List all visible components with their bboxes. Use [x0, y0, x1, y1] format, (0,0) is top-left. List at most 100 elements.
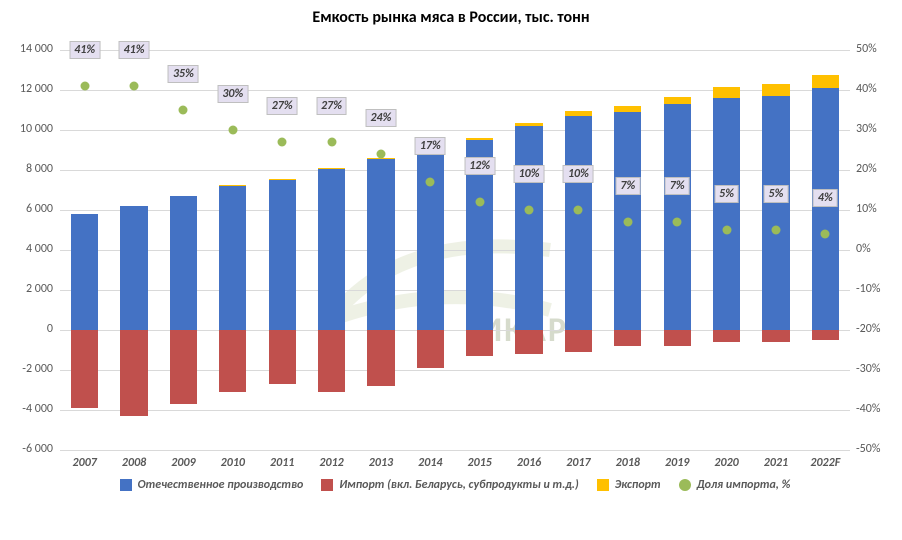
marker-import-share	[426, 178, 435, 187]
label-import-share: 41%	[119, 41, 150, 59]
bar-domestic	[269, 180, 296, 330]
y-right-tick: 10%	[856, 202, 877, 216]
bar-import	[219, 330, 246, 392]
bar-import	[170, 330, 197, 404]
bar-import	[565, 330, 592, 352]
label-import-share: 10%	[514, 165, 545, 183]
bar-import	[713, 330, 740, 342]
y-right-tick: 40%	[856, 82, 877, 96]
y-left-tick: 12 000	[5, 82, 53, 96]
label-import-share: 27%	[267, 97, 298, 115]
bar-domestic	[71, 214, 98, 330]
legend-label: Экспорт	[615, 478, 661, 492]
label-import-share: 30%	[217, 85, 248, 103]
x-tick: 2020	[714, 456, 738, 470]
x-tick: 2014	[418, 456, 442, 470]
y-right-tick: -30%	[856, 362, 880, 376]
y-right-tick: -20%	[856, 322, 880, 336]
bar-export	[664, 97, 691, 104]
bar-export	[219, 185, 246, 186]
marker-import-share	[130, 82, 139, 91]
y-left-tick: 4 000	[5, 242, 53, 256]
y-left-tick: -6 000	[5, 442, 53, 456]
bar-domestic	[219, 186, 246, 330]
y-left-tick: 0	[5, 322, 53, 336]
bar-export	[466, 138, 493, 140]
bar-export	[318, 168, 345, 169]
legend-label: Импорт (вкл. Беларусь, субпродукты и т.д…	[339, 478, 578, 492]
label-import-share: 7%	[615, 177, 640, 195]
grid-line	[60, 450, 850, 451]
bar-import	[269, 330, 296, 384]
label-import-share: 4%	[813, 189, 838, 207]
bar-import	[614, 330, 641, 346]
y-right-tick: 30%	[856, 122, 877, 136]
marker-import-share	[80, 82, 89, 91]
bar-import	[120, 330, 147, 416]
marker-import-share	[722, 226, 731, 235]
legend-swatch	[597, 479, 609, 491]
legend-item-domestic: Отечественное производство	[120, 478, 304, 492]
y-left-tick: -2 000	[5, 362, 53, 376]
label-import-share: 41%	[69, 41, 100, 59]
label-import-share: 35%	[168, 65, 199, 83]
x-tick: 2007	[73, 456, 97, 470]
plot-area: ИКАР 41%41%35%30%27%27%24%17%12%10%10%7%…	[60, 50, 850, 450]
bar-import	[664, 330, 691, 346]
y-right-tick: -10%	[856, 282, 880, 296]
y-right-tick: -40%	[856, 402, 880, 416]
x-tick: 2019	[665, 456, 689, 470]
marker-import-share	[327, 138, 336, 147]
x-tick: 2018	[616, 456, 640, 470]
grid-line	[60, 410, 850, 411]
y-left-tick: 2 000	[5, 282, 53, 296]
marker-import-share	[771, 226, 780, 235]
marker-import-share	[673, 218, 682, 227]
y-right-tick: 20%	[856, 162, 877, 176]
x-tick: 2017	[566, 456, 590, 470]
bar-import	[515, 330, 542, 354]
legend-item-export: Экспорт	[597, 478, 661, 492]
x-tick: 2008	[122, 456, 146, 470]
bar-export	[713, 87, 740, 98]
marker-import-share	[475, 198, 484, 207]
label-import-share: 27%	[316, 97, 347, 115]
x-tick: 2016	[517, 456, 541, 470]
label-import-share: 24%	[365, 109, 396, 127]
marker-import-share	[623, 218, 632, 227]
bar-export	[565, 111, 592, 116]
x-tick: 2013	[369, 456, 393, 470]
y-left-tick: 8 000	[5, 162, 53, 176]
bar-domestic	[515, 126, 542, 330]
bar-domestic	[170, 196, 197, 330]
legend-swatch	[120, 479, 132, 491]
legend-swatch	[321, 479, 333, 491]
bar-import	[762, 330, 789, 342]
bar-import	[812, 330, 839, 340]
y-left-tick: -4 000	[5, 402, 53, 416]
marker-import-share	[821, 230, 830, 239]
bar-export	[614, 106, 641, 112]
marker-import-share	[525, 206, 534, 215]
bar-export	[515, 123, 542, 126]
bar-domestic	[762, 96, 789, 330]
y-right-tick: -50%	[856, 442, 880, 456]
chart-container: Емкость рынка мяса в России, тыс. тонн И…	[0, 0, 902, 540]
label-import-share: 12%	[464, 157, 495, 175]
grid-line	[60, 50, 850, 51]
marker-import-share	[179, 106, 188, 115]
x-tick: 2011	[270, 456, 294, 470]
legend-label: Отечественное производство	[138, 478, 304, 492]
legend-item-import-share: Доля импорта, %	[679, 478, 791, 492]
legend-item-import: Импорт (вкл. Беларусь, субпродукты и т.д…	[321, 478, 578, 492]
bar-import	[417, 330, 444, 368]
y-left-tick: 6 000	[5, 202, 53, 216]
bar-domestic	[318, 169, 345, 330]
legend-label: Доля импорта, %	[697, 478, 791, 492]
marker-import-share	[278, 138, 287, 147]
bar-export	[762, 84, 789, 96]
bar-import	[71, 330, 98, 408]
y-left-tick: 10 000	[5, 122, 53, 136]
x-tick: 2009	[171, 456, 195, 470]
bar-domestic	[565, 116, 592, 330]
